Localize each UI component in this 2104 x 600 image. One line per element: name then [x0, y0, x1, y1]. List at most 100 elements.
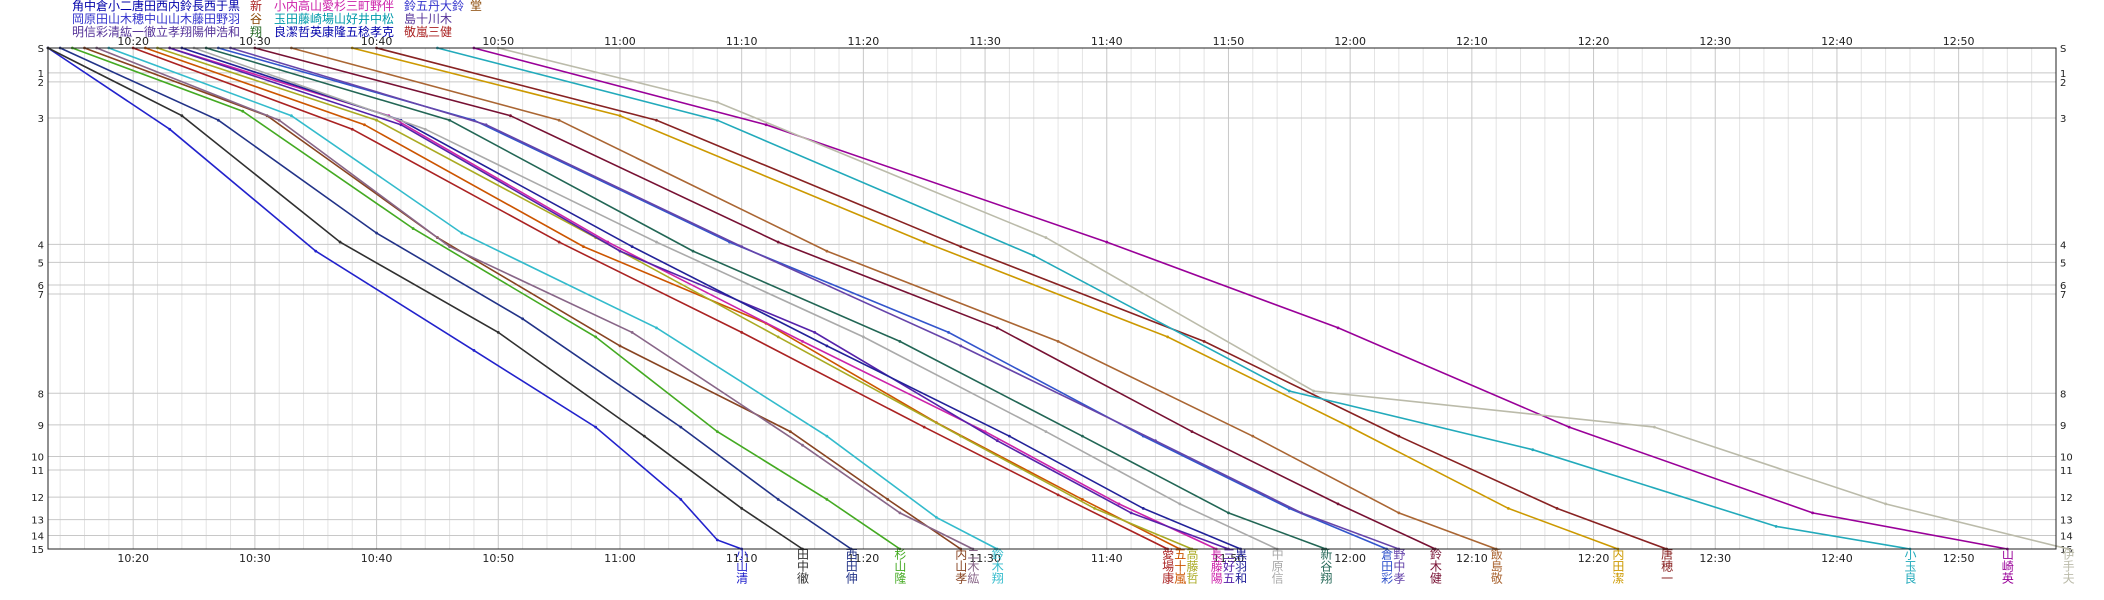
- series-point: [375, 118, 378, 122]
- time-tick-label: 11:40: [1091, 552, 1123, 565]
- time-tick-label: 11:00: [604, 35, 636, 48]
- series-point: [338, 240, 342, 244]
- series-point: [168, 127, 172, 131]
- series-point: [1056, 493, 1060, 497]
- checkpoint-label: 1: [2060, 69, 2066, 80]
- series-point: [740, 330, 744, 334]
- checkpoint-label: 4: [2060, 240, 2066, 251]
- series-point: [1190, 430, 1194, 434]
- series-point: [472, 349, 476, 352]
- finisher-name-label: 内山孝: [954, 548, 968, 584]
- time-tick-label: 10:40: [361, 552, 393, 565]
- series-point: [1555, 506, 1559, 510]
- time-tick-label: 12:00: [1334, 552, 1366, 565]
- series-point: [886, 497, 890, 501]
- series-point: [1397, 511, 1401, 515]
- time-tick-label: 11:10: [726, 35, 758, 48]
- series-point: [959, 434, 963, 438]
- time-tick-label: 12:20: [1578, 35, 1610, 48]
- time-tick-label: 11:00: [604, 552, 636, 565]
- top-legend: 角中倉小二唐田西内鈴長西于黒岡原田山木穂中山山木藤田野羽明信彩清紘一徹立孝翔陽伸…: [72, 0, 482, 39]
- top-time-axis: 10:20 10:30 10:40 10:50 11:00 11:10 11:20 11:30…: [117, 35, 1974, 48]
- time-tick-label: 11:40: [1091, 35, 1123, 48]
- top-legend-row: 小内高山愛杉三町野伴: [274, 0, 394, 13]
- series-point: [448, 245, 451, 248]
- series-point: [557, 240, 561, 244]
- series-point: [959, 344, 963, 348]
- series-point: [715, 118, 719, 122]
- series-point: [934, 516, 938, 519]
- series-point: [375, 231, 378, 235]
- time-tick-label: 11:30: [969, 552, 1001, 565]
- series-point: [776, 240, 780, 244]
- series-point: [618, 114, 622, 118]
- series-point: [216, 118, 220, 122]
- finisher-name-label: 三好五: [1221, 548, 1235, 584]
- finisher-name-label: 杉山隆: [893, 548, 907, 585]
- series-point: [655, 326, 658, 330]
- series-point: [1287, 389, 1291, 393]
- series-point: [801, 339, 804, 343]
- time-tick-label: 12:30: [1699, 552, 1731, 565]
- series-point: [1397, 434, 1401, 438]
- finisher-name-label: 西田伸: [844, 548, 858, 584]
- series-point: [350, 127, 354, 131]
- series-point: [825, 249, 829, 253]
- checkpoint-label: 14: [31, 531, 44, 542]
- finisher-name-label: 黒羽和: [1234, 548, 1248, 584]
- series-point: [776, 497, 780, 501]
- series-point: [861, 335, 865, 339]
- series-point: [399, 123, 403, 127]
- finisher-name-label: 飯島敬: [1489, 547, 1503, 584]
- finisher-name-label: 内田潔: [1611, 548, 1625, 584]
- time-tick-label: 12:10: [1456, 552, 1488, 565]
- series-point: [1081, 497, 1084, 501]
- series-point: [496, 330, 500, 334]
- time-tick-label: 10:20: [117, 552, 149, 565]
- series-point: [363, 123, 366, 127]
- checkpoint-label: 8: [2060, 389, 2066, 400]
- series-point: [898, 511, 902, 515]
- series-point: [715, 430, 719, 434]
- time-tick-label: 10:30: [239, 552, 271, 565]
- series-lines: [46, 46, 2070, 551]
- checkpoint-label: 12: [31, 493, 44, 504]
- series-point: [594, 335, 598, 339]
- series-point: [1056, 339, 1060, 343]
- series-point: [1336, 502, 1340, 506]
- series-point: [1154, 439, 1157, 443]
- time-tick-label: 12:50: [1943, 35, 1975, 48]
- series-point: [1093, 506, 1096, 510]
- series-point: [1300, 511, 1303, 515]
- series-point: [582, 245, 585, 248]
- series-point: [509, 114, 512, 118]
- series-point: [1129, 511, 1133, 515]
- checkpoint-label: 7: [38, 290, 44, 301]
- time-tick-label: 11:20: [848, 552, 880, 565]
- checkpoint-label: 5: [2060, 258, 2066, 269]
- time-tick-label: 11:50: [1213, 552, 1245, 565]
- checkpoint-label: 2: [2060, 78, 2066, 89]
- finisher-name-label: 倉田彩: [1380, 547, 1394, 584]
- time-tick-label: 12:00: [1334, 35, 1366, 48]
- minor-gridlines: [59, 48, 2033, 549]
- series-point: [691, 249, 695, 253]
- checkpoint-label: 6: [38, 281, 44, 292]
- series-point: [655, 118, 658, 122]
- series-point: [618, 344, 622, 348]
- top-legend-row: 新: [250, 0, 262, 13]
- top-legend-row: 鈴五丹大鈴: [404, 0, 464, 13]
- series-point: [1202, 339, 1206, 343]
- finisher-name-label: 新谷翔: [1319, 547, 1333, 585]
- series-point: [1531, 448, 1535, 452]
- series-point: [922, 240, 926, 244]
- series-line: [47, 47, 742, 550]
- time-tick-label: 11:50: [1213, 35, 1245, 48]
- series-point: [1884, 502, 1888, 506]
- series-point: [180, 114, 184, 118]
- top-legend-row: 谷: [250, 12, 262, 26]
- finisher-name-label: 山崎英: [2000, 548, 2014, 584]
- series-point: [995, 326, 999, 330]
